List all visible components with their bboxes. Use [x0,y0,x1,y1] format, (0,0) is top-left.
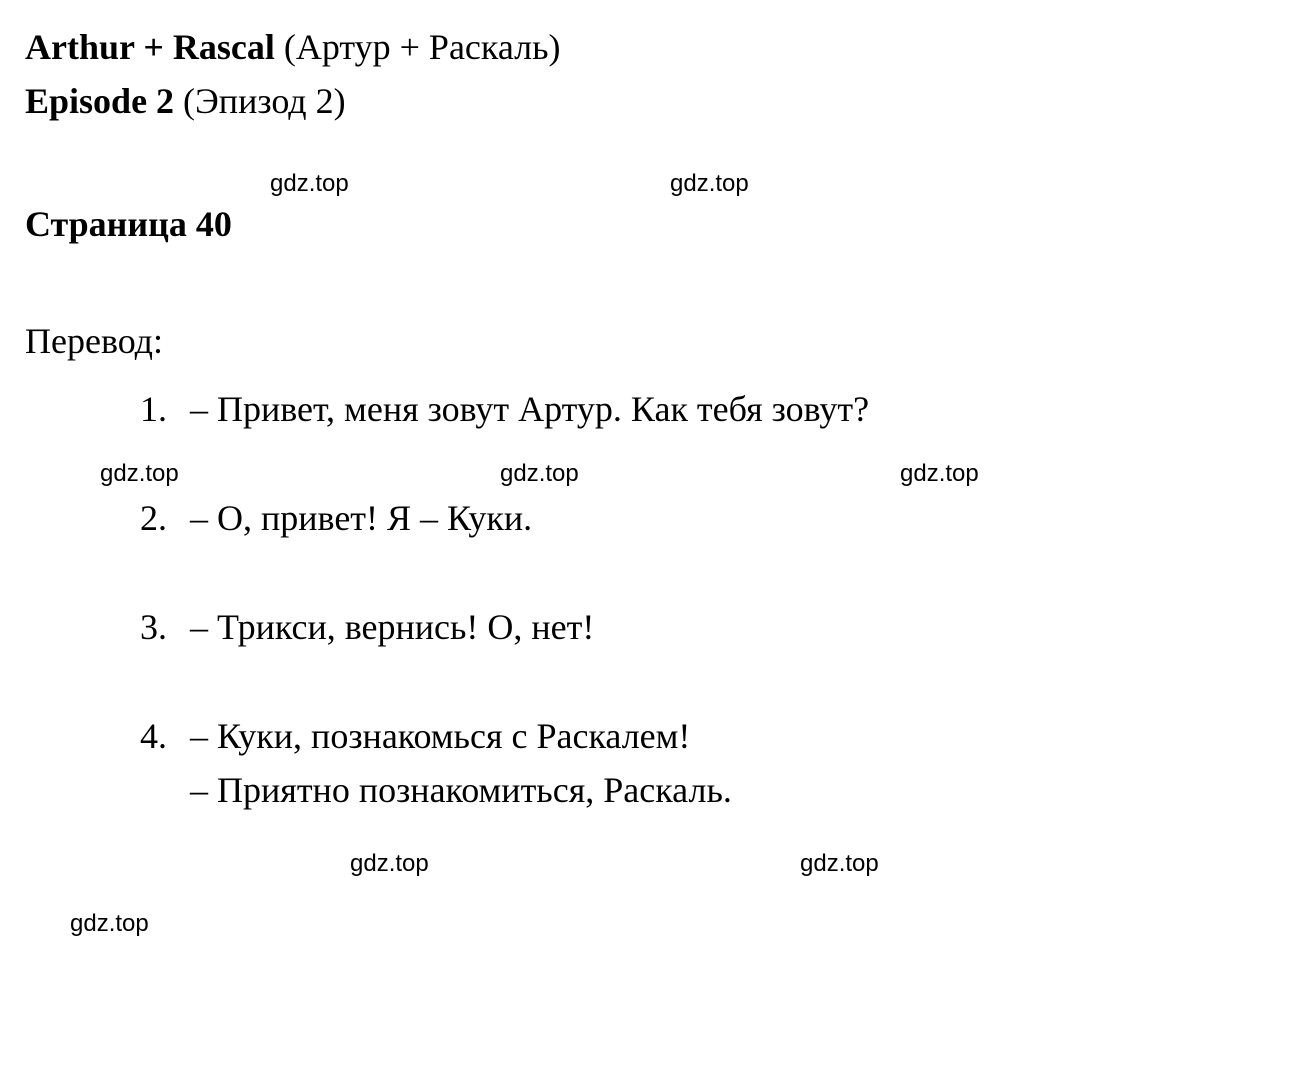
watermark: gdz.top [70,910,149,938]
list-line: – О, привет! Я – Куки. [190,491,1276,545]
title-bold-2: Episode 2 [25,81,174,121]
title-bold-1: Arthur + Rascal [25,27,275,67]
watermark: gdz.top [500,460,579,488]
translation-label: Перевод: [25,320,1276,362]
list-number: 4. [140,709,190,817]
title-line-2: Episode 2 (Эпизод 2) [25,74,1276,128]
list-item: 1. – Привет, меня зовут Артур. Как тебя … [140,382,1276,436]
list-content: – О, привет! Я – Куки. [190,491,1276,545]
list-content: – Куки, познакомься с Раскалем! – Приятн… [190,709,1276,817]
title-paren-2: (Эпизод 2) [174,81,346,121]
list-item: 3. – Трикси, вернись! О, нет! [140,600,1276,654]
title-paren-1: (Артур + Раскаль) [275,27,561,67]
translation-list: 1. – Привет, меня зовут Артур. Как тебя … [25,382,1276,817]
list-line: – Привет, меня зовут Артур. Как тебя зов… [190,382,1276,436]
watermark: gdz.top [800,850,879,878]
watermark: gdz.top [900,460,979,488]
list-number: 1. [140,382,190,436]
list-item: 2. – О, привет! Я – Куки. [140,491,1276,545]
watermark: gdz.top [100,460,179,488]
watermark: gdz.top [670,170,749,198]
watermark: gdz.top [270,170,349,198]
list-number: 3. [140,600,190,654]
list-line: – Приятно познакомиться, Раскаль. [190,763,1276,817]
list-content: – Трикси, вернись! О, нет! [190,600,1276,654]
list-line: – Трикси, вернись! О, нет! [190,600,1276,654]
list-number: 2. [140,491,190,545]
watermark: gdz.top [350,850,429,878]
list-content: – Привет, меня зовут Артур. Как тебя зов… [190,382,1276,436]
page-heading: Страница 40 [25,203,1276,245]
list-item: 4. – Куки, познакомься с Раскалем! – При… [140,709,1276,817]
title-line-1: Arthur + Rascal (Артур + Раскаль) [25,20,1276,74]
list-line: – Куки, познакомься с Раскалем! [190,709,1276,763]
